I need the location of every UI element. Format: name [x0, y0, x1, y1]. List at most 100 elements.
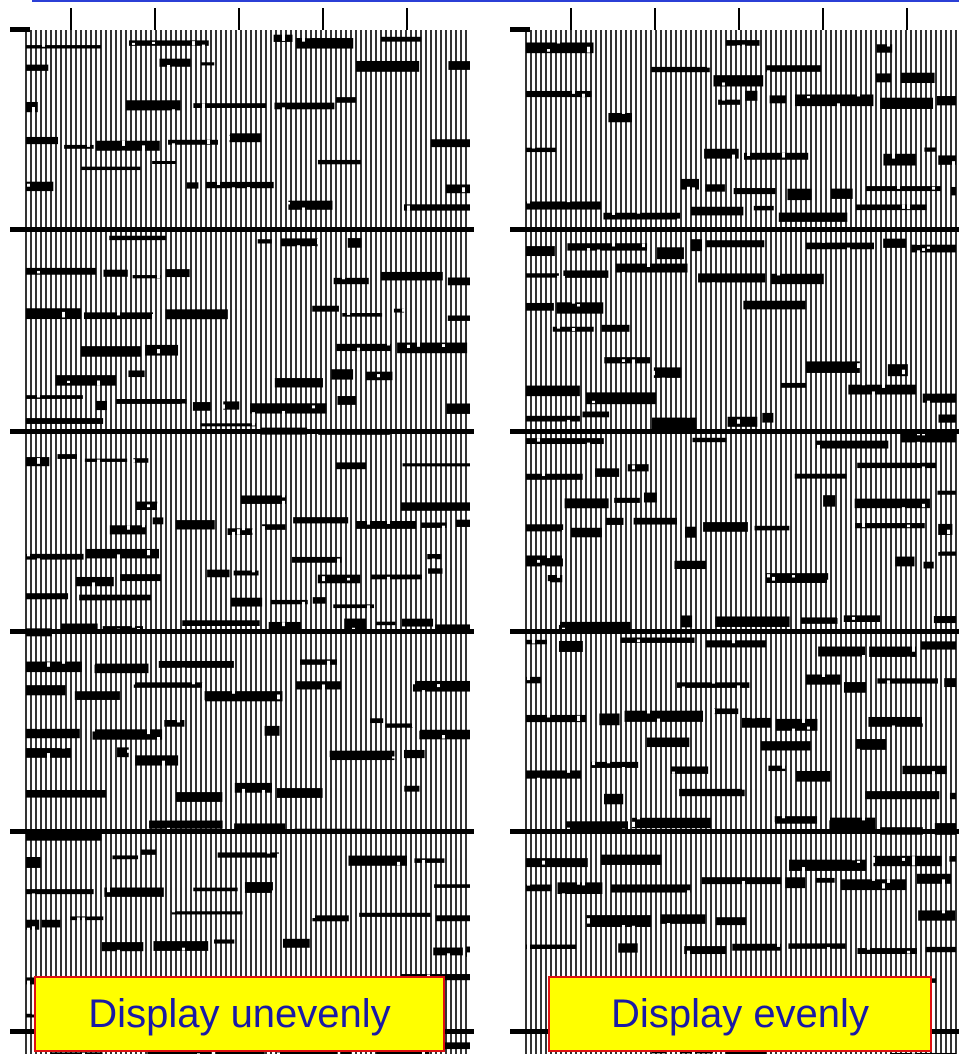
reflector-event: [805, 242, 874, 250]
trace-gap: [582, 463, 585, 468]
reflector-event: [26, 748, 71, 758]
trace-gap: [822, 492, 825, 496]
trace-gap: [547, 813, 550, 819]
trace-gap: [712, 458, 715, 465]
trace-gap: [567, 555, 570, 559]
trace-gap: [182, 240, 185, 245]
trace-gap: [387, 299, 390, 303]
trace-gap: [942, 996, 945, 1003]
trace-gap: [537, 576, 540, 579]
trace-gap: [602, 744, 605, 749]
trace-gap: [442, 157, 445, 164]
trace-gap: [572, 328, 575, 332]
trace-gap: [592, 761, 595, 766]
trace-gap: [832, 667, 835, 672]
trace-gap: [647, 709, 650, 714]
trace-gap: [82, 362, 85, 367]
trace-gap: [197, 393, 200, 400]
trace-gap: [617, 659, 620, 662]
trace-gap: [887, 879, 890, 883]
trace-gap: [922, 259, 925, 265]
trace-gap: [747, 197, 750, 203]
trace-gap: [297, 323, 300, 330]
trace-gap: [942, 458, 945, 463]
trace-gap: [327, 289, 330, 293]
trace-gap: [672, 553, 675, 558]
trace-gap: [752, 404, 755, 408]
trace-gap: [37, 558, 40, 563]
trace-gap: [892, 813, 895, 818]
trace-gap: [757, 436, 760, 442]
trace-gap: [627, 877, 630, 883]
trace-gap: [417, 290, 420, 295]
trace-gap: [47, 858, 50, 864]
trace-gap: [212, 586, 215, 592]
trace-gap: [457, 777, 460, 783]
trace-gap: [347, 675, 350, 680]
trace-gap: [27, 927, 30, 932]
trace-gap: [717, 332, 720, 335]
reflector-event: [274, 102, 335, 110]
reflector-event: [795, 94, 874, 107]
reflector-event: [312, 305, 339, 312]
timing-line: [10, 829, 474, 834]
trace-gap: [157, 318, 160, 323]
trace-gap: [267, 967, 270, 971]
trace-gap: [172, 481, 175, 487]
reflector-event: [865, 186, 941, 192]
reflector-event: [855, 523, 925, 529]
trace-gap: [567, 480, 570, 486]
trace-gap: [277, 853, 280, 859]
reflector-event: [447, 277, 470, 286]
trace-gap: [622, 663, 625, 666]
trace-gap: [852, 838, 855, 841]
trace-gap: [122, 150, 125, 153]
trace-gap: [922, 751, 925, 754]
trace-gap: [287, 767, 290, 772]
reflector-event: [855, 739, 886, 750]
trace-gap: [767, 356, 770, 361]
trace-gap: [127, 179, 130, 186]
trace-gap: [617, 435, 620, 440]
trace-gap: [257, 95, 260, 100]
trace-gap: [137, 389, 140, 393]
trace-gap: [757, 783, 760, 786]
trace-gap: [402, 476, 405, 481]
reflector-event: [393, 308, 405, 313]
trace-gap: [297, 245, 300, 249]
trace-gap: [332, 585, 335, 592]
reflector-event: [26, 593, 69, 600]
trace-gap: [887, 352, 890, 357]
trace-gap: [387, 576, 390, 583]
trace-gap: [557, 166, 560, 171]
trace-gap: [282, 500, 285, 504]
trace-gap: [902, 593, 905, 600]
trace-gap: [302, 207, 305, 210]
reflector-event: [428, 568, 443, 574]
reflector-event: [651, 66, 710, 73]
trace-gap: [677, 923, 680, 928]
trace-gap: [217, 448, 220, 455]
trace-gap: [102, 130, 105, 137]
trace-gap: [862, 668, 865, 674]
trace-gap: [822, 546, 825, 549]
reflector-event: [371, 574, 422, 580]
trace-gap: [822, 126, 825, 131]
trace-gap: [602, 366, 605, 369]
reflector-event: [922, 393, 956, 403]
trace-gap: [622, 111, 625, 114]
trace-gap: [32, 110, 35, 115]
reflector-event: [26, 789, 106, 798]
trace-gap: [132, 42, 135, 45]
reflector-event: [806, 361, 860, 373]
trace-gap: [262, 898, 265, 902]
trace-gap: [752, 319, 755, 326]
trace-gap: [112, 762, 115, 766]
trace-gap: [702, 575, 705, 581]
trace-gap: [572, 209, 575, 215]
trace-gap: [217, 383, 220, 390]
trace-gap: [212, 487, 215, 491]
trace-gap: [377, 936, 380, 941]
trace-gap: [617, 905, 620, 912]
reflector-event: [526, 302, 554, 311]
